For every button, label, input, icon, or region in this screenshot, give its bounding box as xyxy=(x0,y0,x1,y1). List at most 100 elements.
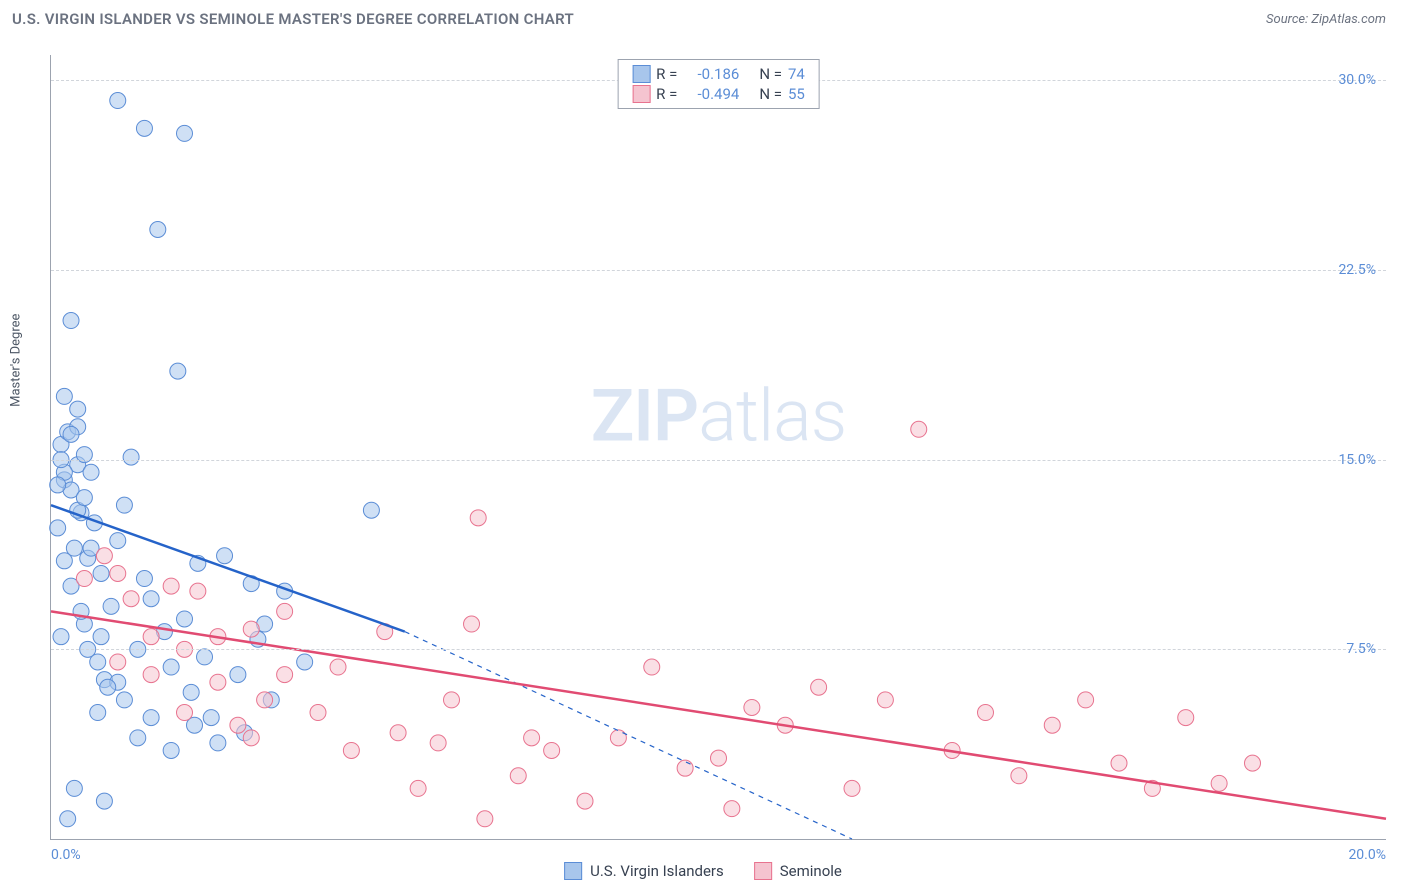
scatter-point xyxy=(577,793,593,809)
scatter-point xyxy=(430,735,446,751)
scatter-point xyxy=(610,730,626,746)
scatter-point xyxy=(744,699,760,715)
scatter-point xyxy=(143,629,159,645)
scatter-point xyxy=(363,502,379,518)
scatter-point xyxy=(410,780,426,796)
scatter-point xyxy=(257,692,273,708)
scatter-point xyxy=(177,611,193,627)
scatter-point xyxy=(911,421,927,437)
legend-swatch-pink-icon xyxy=(754,862,772,880)
scatter-point xyxy=(711,750,727,766)
scatter-point xyxy=(76,490,92,506)
gridline xyxy=(51,270,1386,271)
legend-item-usvi: U.S. Virgin Islanders xyxy=(564,862,724,880)
scatter-point xyxy=(143,710,159,726)
scatter-point xyxy=(110,93,126,109)
scatter-point xyxy=(60,811,76,827)
scatter-point xyxy=(136,120,152,136)
scatter-point xyxy=(56,388,72,404)
scatter-point xyxy=(163,659,179,675)
gridline xyxy=(51,649,1386,650)
scatter-point xyxy=(116,692,132,708)
scatter-point xyxy=(243,621,259,637)
scatter-point xyxy=(53,629,69,645)
scatter-point xyxy=(190,583,206,599)
scatter-point xyxy=(96,548,112,564)
scatter-point xyxy=(170,363,186,379)
scatter-point xyxy=(330,659,346,675)
scatter-point xyxy=(390,725,406,741)
scatter-point xyxy=(277,667,293,683)
chart-plot-area: ZIPatlas R = -0.186 N = 74 R = -0.494 N … xyxy=(50,55,1386,840)
scatter-point xyxy=(677,760,693,776)
y-tick-label: 30.0% xyxy=(1338,72,1376,88)
scatter-point xyxy=(470,510,486,526)
scatter-point xyxy=(1111,755,1127,771)
scatter-point xyxy=(1078,692,1094,708)
scatter-point xyxy=(93,565,109,581)
scatter-point xyxy=(444,692,460,708)
scatter-point xyxy=(100,679,116,695)
x-tick-label: 20.0% xyxy=(1348,847,1386,863)
scatter-point xyxy=(90,705,106,721)
scatter-point xyxy=(217,548,233,564)
scatter-point xyxy=(96,793,112,809)
scatter-point xyxy=(177,125,193,141)
scatter-point xyxy=(130,730,146,746)
scatter-point xyxy=(50,520,66,536)
scatter-point xyxy=(177,705,193,721)
scatter-point xyxy=(143,667,159,683)
y-tick-label: 22.5% xyxy=(1338,262,1376,278)
scatter-point xyxy=(150,222,166,238)
chart-title: U.S. VIRGIN ISLANDER VS SEMINOLE MASTER'… xyxy=(12,10,574,28)
scatter-point xyxy=(230,667,246,683)
scatter-point xyxy=(644,659,660,675)
source-attribution: Source: ZipAtlas.com xyxy=(1266,12,1386,27)
trend-line-extrapolated xyxy=(405,632,852,839)
y-axis-label: Master's Degree xyxy=(9,314,24,407)
scatter-point xyxy=(310,705,326,721)
scatter-point xyxy=(1211,775,1227,791)
scatter-point xyxy=(70,401,86,417)
y-tick-label: 15.0% xyxy=(1338,452,1376,468)
scatter-point xyxy=(83,464,99,480)
scatter-point xyxy=(110,533,126,549)
scatter-point xyxy=(56,553,72,569)
scatter-point xyxy=(230,717,246,733)
scatter-point xyxy=(477,811,493,827)
scatter-point xyxy=(464,616,480,632)
scatter-point xyxy=(66,780,82,796)
scatter-point xyxy=(978,705,994,721)
scatter-point xyxy=(76,571,92,587)
legend-swatch-pink xyxy=(632,85,650,103)
scatter-point xyxy=(116,497,132,513)
scatter-point xyxy=(277,603,293,619)
scatter-point xyxy=(163,578,179,594)
scatter-point xyxy=(1245,755,1261,771)
scatter-point xyxy=(343,742,359,758)
scatter-point xyxy=(63,426,79,442)
scatter-point xyxy=(724,801,740,817)
scatter-point xyxy=(110,654,126,670)
scatter-point xyxy=(811,679,827,695)
scatter-point xyxy=(297,654,313,670)
scatter-point xyxy=(103,598,119,614)
scatter-point xyxy=(1178,710,1194,726)
legend-item-seminole: Seminole xyxy=(754,862,842,880)
legend-swatch-blue xyxy=(632,65,650,83)
scatter-point xyxy=(544,742,560,758)
gridline xyxy=(51,460,1386,461)
correlation-legend: R = -0.186 N = 74 R = -0.494 N = 55 xyxy=(617,59,820,109)
scatter-point xyxy=(844,780,860,796)
scatter-point xyxy=(110,565,126,581)
scatter-point xyxy=(183,684,199,700)
chart-header: U.S. VIRGIN ISLANDER VS SEMINOLE MASTER'… xyxy=(0,0,1406,36)
scatter-point xyxy=(210,735,226,751)
scatter-point xyxy=(63,313,79,329)
scatter-point xyxy=(524,730,540,746)
scatter-point xyxy=(1044,717,1060,733)
scatter-point xyxy=(877,692,893,708)
scatter-point xyxy=(143,591,159,607)
scatter-point xyxy=(163,742,179,758)
legend-swatch-blue-icon xyxy=(564,862,582,880)
